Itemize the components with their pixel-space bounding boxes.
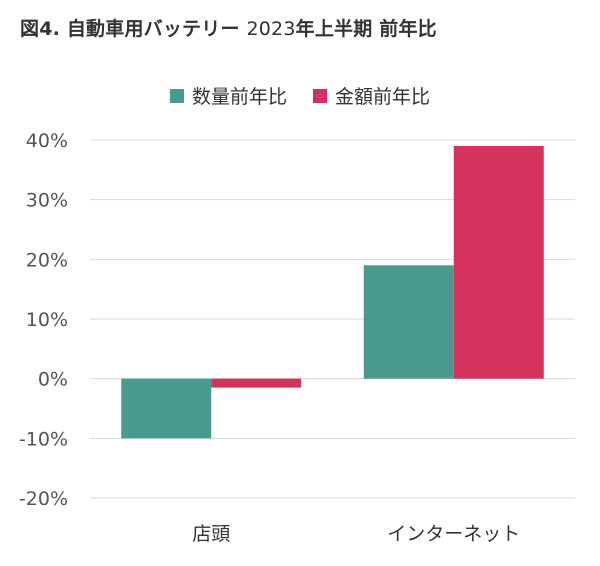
y-tick-label: 0% (38, 369, 68, 391)
y-tick-label: 40% (26, 130, 68, 152)
legend-swatch-amount (313, 88, 327, 103)
chart-title-year: 2023 (246, 18, 296, 40)
legend-swatch-quantity (169, 88, 184, 103)
bar-amount-1 (453, 145, 544, 379)
x-category-label: 店頭 (192, 523, 230, 545)
legend-item-amount: 金額前年比 (313, 82, 430, 109)
bar-quantity-0 (121, 378, 212, 439)
chart-title-prefix: 図4. 自動車用バッテリー (20, 18, 247, 40)
legend-item-quantity: 数量前年比 (169, 82, 287, 109)
chart-title: 図4. 自動車用バッテリー 2023年上半期 前年比 (20, 14, 437, 41)
legend-label-amount: 金額前年比 (335, 86, 431, 108)
chart-title-suffix: 年上半期 前年比 (295, 18, 437, 40)
x-category-label: インターネット (387, 523, 520, 545)
y-tick-label: 20% (26, 249, 68, 271)
legend-label-quantity: 数量前年比 (191, 86, 287, 108)
bar-amount-0 (211, 378, 302, 388)
legend: 数量前年比 金額前年比 (0, 82, 600, 109)
bar-quantity-1 (363, 265, 454, 379)
y-tick-label: 10% (26, 309, 68, 331)
y-tick-label: 30% (26, 190, 68, 212)
y-tick-label: -20% (19, 488, 68, 510)
y-tick-label: -10% (19, 428, 68, 450)
